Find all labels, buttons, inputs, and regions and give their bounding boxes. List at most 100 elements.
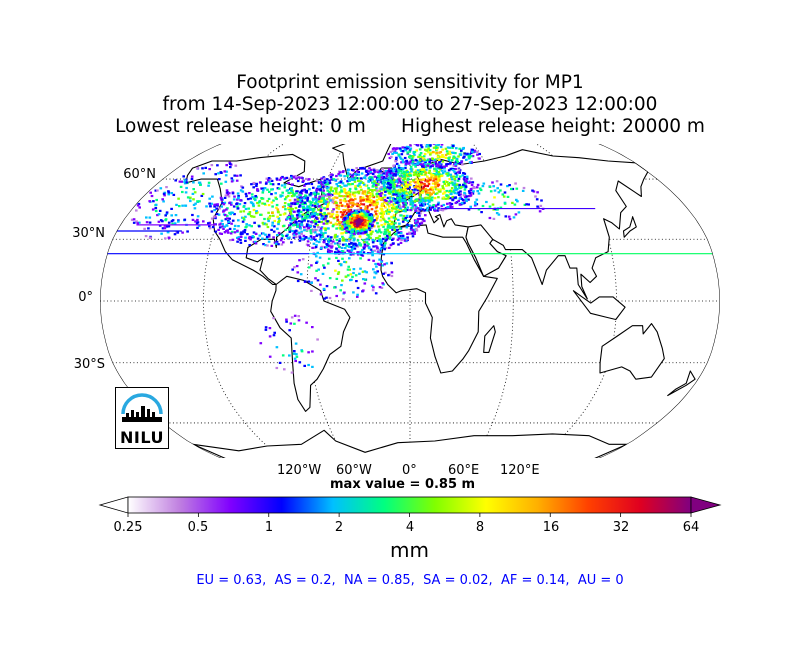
footprint-cell: [326, 203, 330, 206]
lon-label-60e: 60°E: [448, 463, 480, 478]
footprint-cell: [337, 271, 341, 274]
footprint-cell: [387, 183, 391, 186]
footprint-cell: [340, 215, 343, 219]
footprint-cell: [456, 179, 460, 182]
footprint-cell: [358, 227, 361, 230]
footprint-cell: [326, 243, 329, 246]
footprint-cell: [393, 183, 396, 186]
footprint-cell: [531, 189, 534, 192]
footprint-cell: [419, 191, 422, 194]
footprint-cell: [383, 263, 386, 266]
footprint-cell: [373, 203, 376, 206]
footprint-cell: [427, 171, 431, 174]
footprint-cell: [409, 174, 412, 177]
footprint-cell: [393, 228, 396, 231]
footprint-cell: [244, 226, 247, 229]
footprint-cell: [463, 182, 467, 185]
footprint-cell: [423, 170, 426, 173]
footprint-cell: [239, 210, 242, 213]
footprint-cell: [254, 195, 258, 198]
footprint-cell: [387, 192, 391, 195]
footprint-cell: [288, 177, 292, 180]
footprint-cell: [418, 185, 422, 188]
footprint-cell: [353, 222, 356, 225]
footprint-cell: [404, 189, 408, 192]
footprint-cell: [374, 262, 377, 266]
footprint-cell: [236, 198, 239, 201]
footprint-cell: [409, 193, 412, 196]
footprint-cell: [383, 187, 386, 190]
footprint-cell: [328, 195, 331, 198]
footprint-cell: [226, 229, 229, 232]
footprint-cell: [267, 204, 271, 207]
footprint-cell: [469, 152, 473, 155]
footprint-cell: [357, 243, 361, 246]
footprint-cell: [251, 215, 254, 218]
footprint-cell: [327, 257, 331, 260]
footprint-cell: [410, 170, 413, 173]
footprint-cell: [290, 202, 293, 205]
footprint-cell: [404, 166, 407, 170]
footprint-cell: [320, 226, 324, 229]
footprint-cell: [423, 184, 427, 187]
footprint-cell: [300, 200, 304, 203]
footprint-cell: [347, 168, 350, 171]
footprint-cell: [366, 210, 369, 213]
footprint-cell: [207, 184, 210, 187]
footprint-cell: [298, 225, 301, 228]
footprint-cell: [417, 224, 421, 228]
footprint-cell: [316, 233, 319, 236]
footprint-cell: [426, 206, 429, 209]
footprint-cell: [436, 179, 440, 182]
footprint-cell: [441, 160, 445, 163]
footprint-cell: [472, 190, 475, 193]
footprint-cell: [212, 215, 216, 218]
footprint-cell: [325, 183, 328, 186]
footprint-cell: [433, 177, 436, 180]
footprint-cell: [364, 215, 368, 218]
footprint-cell: [320, 220, 324, 224]
footprint-cell: [219, 196, 223, 199]
footprint-cell: [388, 177, 391, 180]
footprint-cell: [352, 271, 355, 275]
footprint-cell: [427, 163, 430, 166]
footprint-cell: [349, 220, 352, 223]
footprint-cell: [317, 185, 320, 188]
footprint-cell: [408, 149, 412, 152]
footprint-cell: [328, 179, 331, 182]
footprint-cell: [341, 257, 344, 260]
footprint-cell: [385, 210, 388, 213]
footprint-cell: [289, 322, 293, 325]
footprint-cell: [415, 229, 419, 232]
footprint-cell: [360, 230, 364, 233]
footprint-cell: [335, 187, 338, 190]
footprint-cell: [357, 218, 361, 222]
footprint-cell: [426, 164, 429, 167]
footprint-cell: [376, 170, 380, 173]
footprint-cell: [431, 150, 435, 154]
footprint-cell: [328, 193, 331, 196]
footprint-cell: [261, 191, 265, 194]
footprint-cell: [434, 188, 438, 191]
footprint-cell: [138, 206, 141, 209]
footprint-cell: [406, 223, 409, 226]
footprint-cell: [200, 194, 204, 197]
footprint-cell: [336, 216, 339, 219]
footprint-cell: [464, 185, 468, 188]
footprint-cell: [305, 321, 308, 324]
footprint-cell: [397, 237, 401, 240]
footprint-cell: [339, 289, 342, 292]
footprint-cell: [162, 200, 165, 203]
footprint-cell: [270, 201, 274, 204]
footprint-cell: [449, 191, 452, 194]
footprint-cell: [322, 232, 325, 235]
footprint-cell: [366, 191, 370, 194]
footprint-cell: [426, 180, 429, 183]
footprint-cell: [278, 361, 282, 364]
footprint-cell: [288, 226, 292, 229]
footprint-cell: [213, 203, 216, 206]
footprint-cell: [457, 199, 460, 202]
footprint-cell: [387, 232, 391, 235]
footprint-cell: [402, 218, 405, 221]
footprint-cell: [346, 225, 350, 228]
